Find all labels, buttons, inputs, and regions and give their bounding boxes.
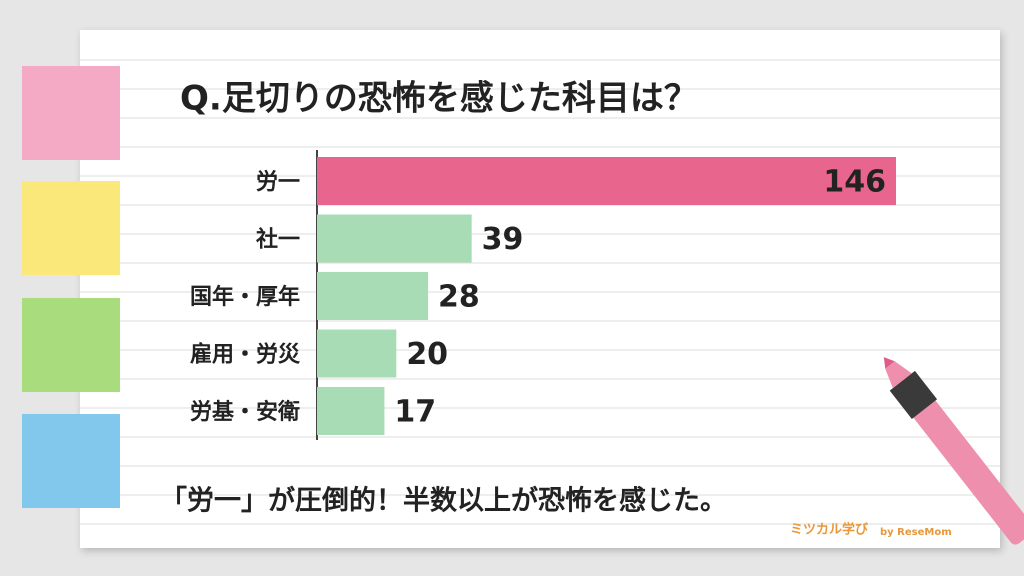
- sticky-note-pink: [22, 66, 120, 160]
- sticky-note-blue: [22, 414, 120, 508]
- category-label: 労基・安衛: [190, 399, 300, 425]
- category-label: 雇用・労災: [190, 342, 301, 368]
- value-label: 20: [406, 337, 448, 372]
- value-label: 17: [394, 395, 436, 430]
- chart-title: Q.足切りの恐怖を感じた科目は？: [180, 79, 698, 119]
- bar: [317, 214, 472, 263]
- sticky-note-green: [22, 298, 120, 392]
- value-label: 28: [438, 280, 480, 315]
- value-label: 39: [482, 222, 524, 257]
- bar: [317, 157, 896, 205]
- marker: [883, 357, 1024, 545]
- category-label: 社一: [256, 227, 300, 253]
- paper: [80, 30, 1000, 548]
- category-label: 国年・厚年: [190, 284, 300, 310]
- bar: [317, 329, 397, 378]
- category-label: 労一: [256, 169, 300, 195]
- brand: ミツカル学び: [790, 522, 869, 538]
- sticky-note-yellow: [22, 181, 120, 275]
- bar: [317, 387, 385, 435]
- brand-sub: by ReseMom: [880, 527, 952, 538]
- paper-rules: [80, 59, 1000, 525]
- bar: [317, 272, 429, 320]
- value-label: 146: [823, 165, 886, 200]
- annotation: 「労一」が圧倒的！半数以上が恐怖を感じた。: [160, 485, 727, 517]
